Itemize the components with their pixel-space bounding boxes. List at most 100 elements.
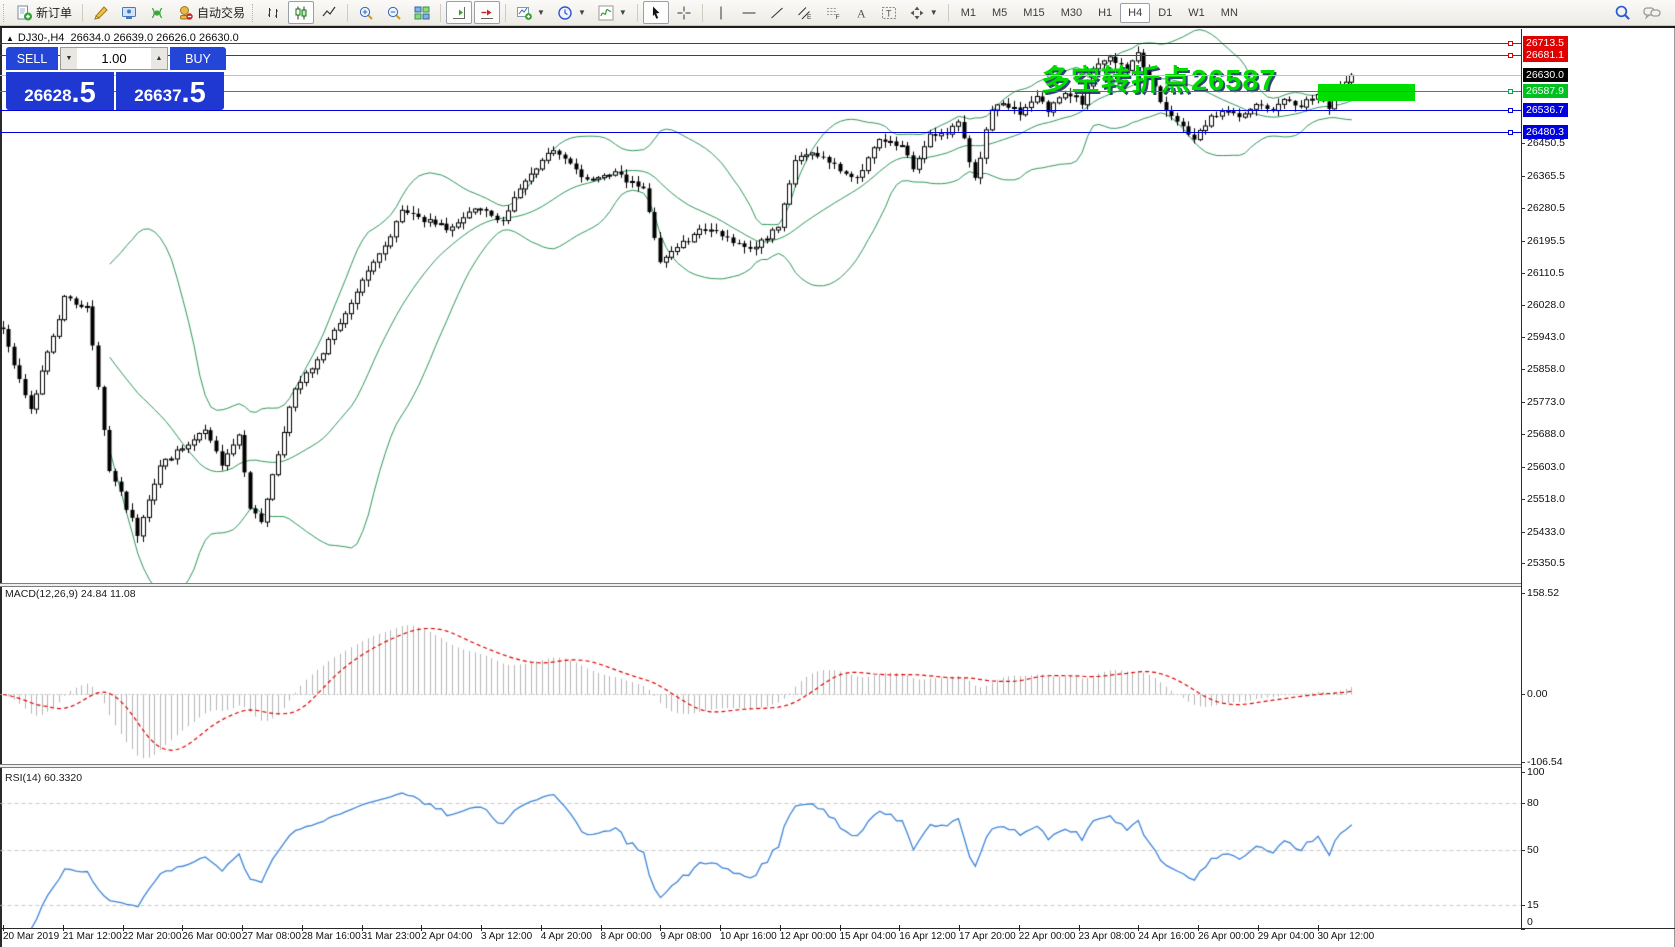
chart-shift-button[interactable] <box>446 1 473 24</box>
auto-trading-label: 自动交易 <box>197 6 246 20</box>
volume-up-button[interactable]: ▲ <box>151 48 167 69</box>
timeframe-d1[interactable]: D1 <box>1158 6 1173 19</box>
separator <box>505 3 507 22</box>
timeframe-m30[interactable]: M30 <box>1060 6 1083 19</box>
volume-value[interactable]: 1.00 <box>101 51 127 66</box>
signals-button[interactable] <box>144 1 170 24</box>
timeframe-m5[interactable]: M5 <box>992 6 1008 19</box>
clock-icon <box>558 5 572 20</box>
tile-windows-icon <box>414 6 430 19</box>
rsi-canvas[interactable] <box>0 770 1521 928</box>
text-icon: A <box>857 6 866 20</box>
remote-terminal-button[interactable] <box>116 1 142 24</box>
sell-button[interactable]: SELL <box>6 47 58 70</box>
equidistant-channel-icon: E <box>797 6 812 21</box>
chat-icon <box>1643 6 1661 20</box>
separator <box>440 3 442 22</box>
buy-button[interactable]: BUY <box>170 47 226 70</box>
timeframe-m15[interactable]: M15 <box>1023 6 1045 19</box>
text-label-tool-button[interactable]: T <box>876 1 902 24</box>
buy-price-main: 26637 <box>134 86 182 105</box>
crosshair-icon <box>677 6 691 19</box>
buy-price[interactable]: 26637.5 <box>116 72 224 110</box>
new-chart-icon <box>517 6 532 20</box>
toolbar-grip <box>252 3 256 22</box>
svg-text:T: T <box>886 8 892 18</box>
line-chart-icon <box>322 6 336 16</box>
horizontal-line-icon <box>742 12 756 13</box>
dropdown-caret: ▼ <box>929 8 938 17</box>
separator <box>347 3 349 22</box>
crosshair-tool-button[interactable] <box>671 1 697 24</box>
arrows-icon <box>910 6 924 19</box>
chat-button[interactable] <box>1638 1 1666 24</box>
arrows-tool-button[interactable]: ▼ <box>904 1 943 24</box>
dropdown-caret: ▼ <box>618 8 627 17</box>
equidistant-channel-tool-button[interactable]: E <box>792 1 818 24</box>
toolbar: 新订单 自动交易 <box>0 0 1675 26</box>
dropdown-caret: ▼ <box>537 8 545 17</box>
vertical-line-tool-button[interactable] <box>708 1 734 24</box>
indicators-icon <box>598 5 614 20</box>
buy-price-fraction: .5 <box>181 77 206 109</box>
indicators-button[interactable]: ▼ <box>593 1 632 24</box>
main-chart-canvas[interactable] <box>0 29 1521 584</box>
volume-down-button[interactable]: ▼ <box>61 48 77 69</box>
bar-chart-button[interactable] <box>260 1 286 24</box>
svg-text:F: F <box>835 14 839 21</box>
auto-trading-icon <box>180 5 193 20</box>
timeframe-h1[interactable]: H1 <box>1098 6 1113 19</box>
zoom-in-button[interactable] <box>353 1 379 24</box>
text-label-icon: T <box>881 6 896 19</box>
horizontal-line-tool-button[interactable] <box>736 1 762 24</box>
zoom-out-button[interactable] <box>381 1 407 24</box>
volume-stepper: ▼ 1.00 ▲ <box>60 47 168 70</box>
tile-windows-button[interactable] <box>409 1 435 24</box>
one-click-trading-panel: SELL ▼ 1.00 ▲ BUY 26628.5 26637.5 <box>6 47 226 110</box>
cursor-icon <box>652 6 660 19</box>
svg-text:A: A <box>857 6 866 20</box>
timeframe-w1[interactable]: W1 <box>1188 6 1205 19</box>
crayon-button[interactable] <box>88 1 114 24</box>
sell-price-main: 26628 <box>24 86 72 105</box>
fibonacci-icon: F <box>826 7 839 21</box>
chart-shift-icon <box>453 6 466 19</box>
macd-canvas[interactable] <box>0 586 1521 764</box>
periods-button[interactable]: ▼ <box>552 1 591 24</box>
toolbar-right <box>1608 1 1667 24</box>
trendline-icon <box>770 7 783 18</box>
svg-text:E: E <box>807 14 812 21</box>
window-border <box>0 26 1675 28</box>
line-chart-button[interactable] <box>316 1 342 24</box>
sell-price[interactable]: 26628.5 <box>6 72 114 110</box>
cursor-tool-button[interactable] <box>642 1 669 24</box>
new-order-label: 新订单 <box>36 6 73 20</box>
candlestick-chart-icon <box>295 6 307 19</box>
search-icon <box>1615 5 1630 20</box>
search-button[interactable] <box>1609 1 1636 24</box>
timeframe-m1[interactable]: M1 <box>960 6 976 19</box>
candlestick-chart-button[interactable] <box>288 1 315 24</box>
separator <box>636 3 638 22</box>
zoom-out-icon <box>387 6 401 20</box>
toolbar-grip <box>3 3 7 22</box>
new-order-icon <box>17 5 32 20</box>
auto-trading-button[interactable]: 自动交易 <box>172 1 250 24</box>
separator <box>82 3 84 22</box>
separator <box>947 3 949 22</box>
fibonacci-tool-button[interactable]: F <box>820 1 846 24</box>
timeframe-h4[interactable]: H4 <box>1120 2 1151 23</box>
auto-scroll-button[interactable] <box>474 1 501 24</box>
text-tool-button[interactable]: A <box>848 1 874 24</box>
timeframe-group: M1 M5 M15 M30 H1 H4 D1 W1 MN <box>953 2 1246 23</box>
new-chart-button[interactable]: ▼ <box>511 1 550 24</box>
crayon-icon <box>94 5 108 20</box>
timeframe-mn[interactable]: MN <box>1220 6 1238 19</box>
bar-chart-icon <box>268 7 279 18</box>
new-order-button[interactable]: 新订单 <box>11 1 77 24</box>
sell-price-fraction: .5 <box>71 77 96 109</box>
dropdown-caret: ▼ <box>577 8 586 17</box>
signals-icon <box>151 7 163 18</box>
trendline-tool-button[interactable] <box>764 1 790 24</box>
monitor-icon <box>122 6 137 19</box>
